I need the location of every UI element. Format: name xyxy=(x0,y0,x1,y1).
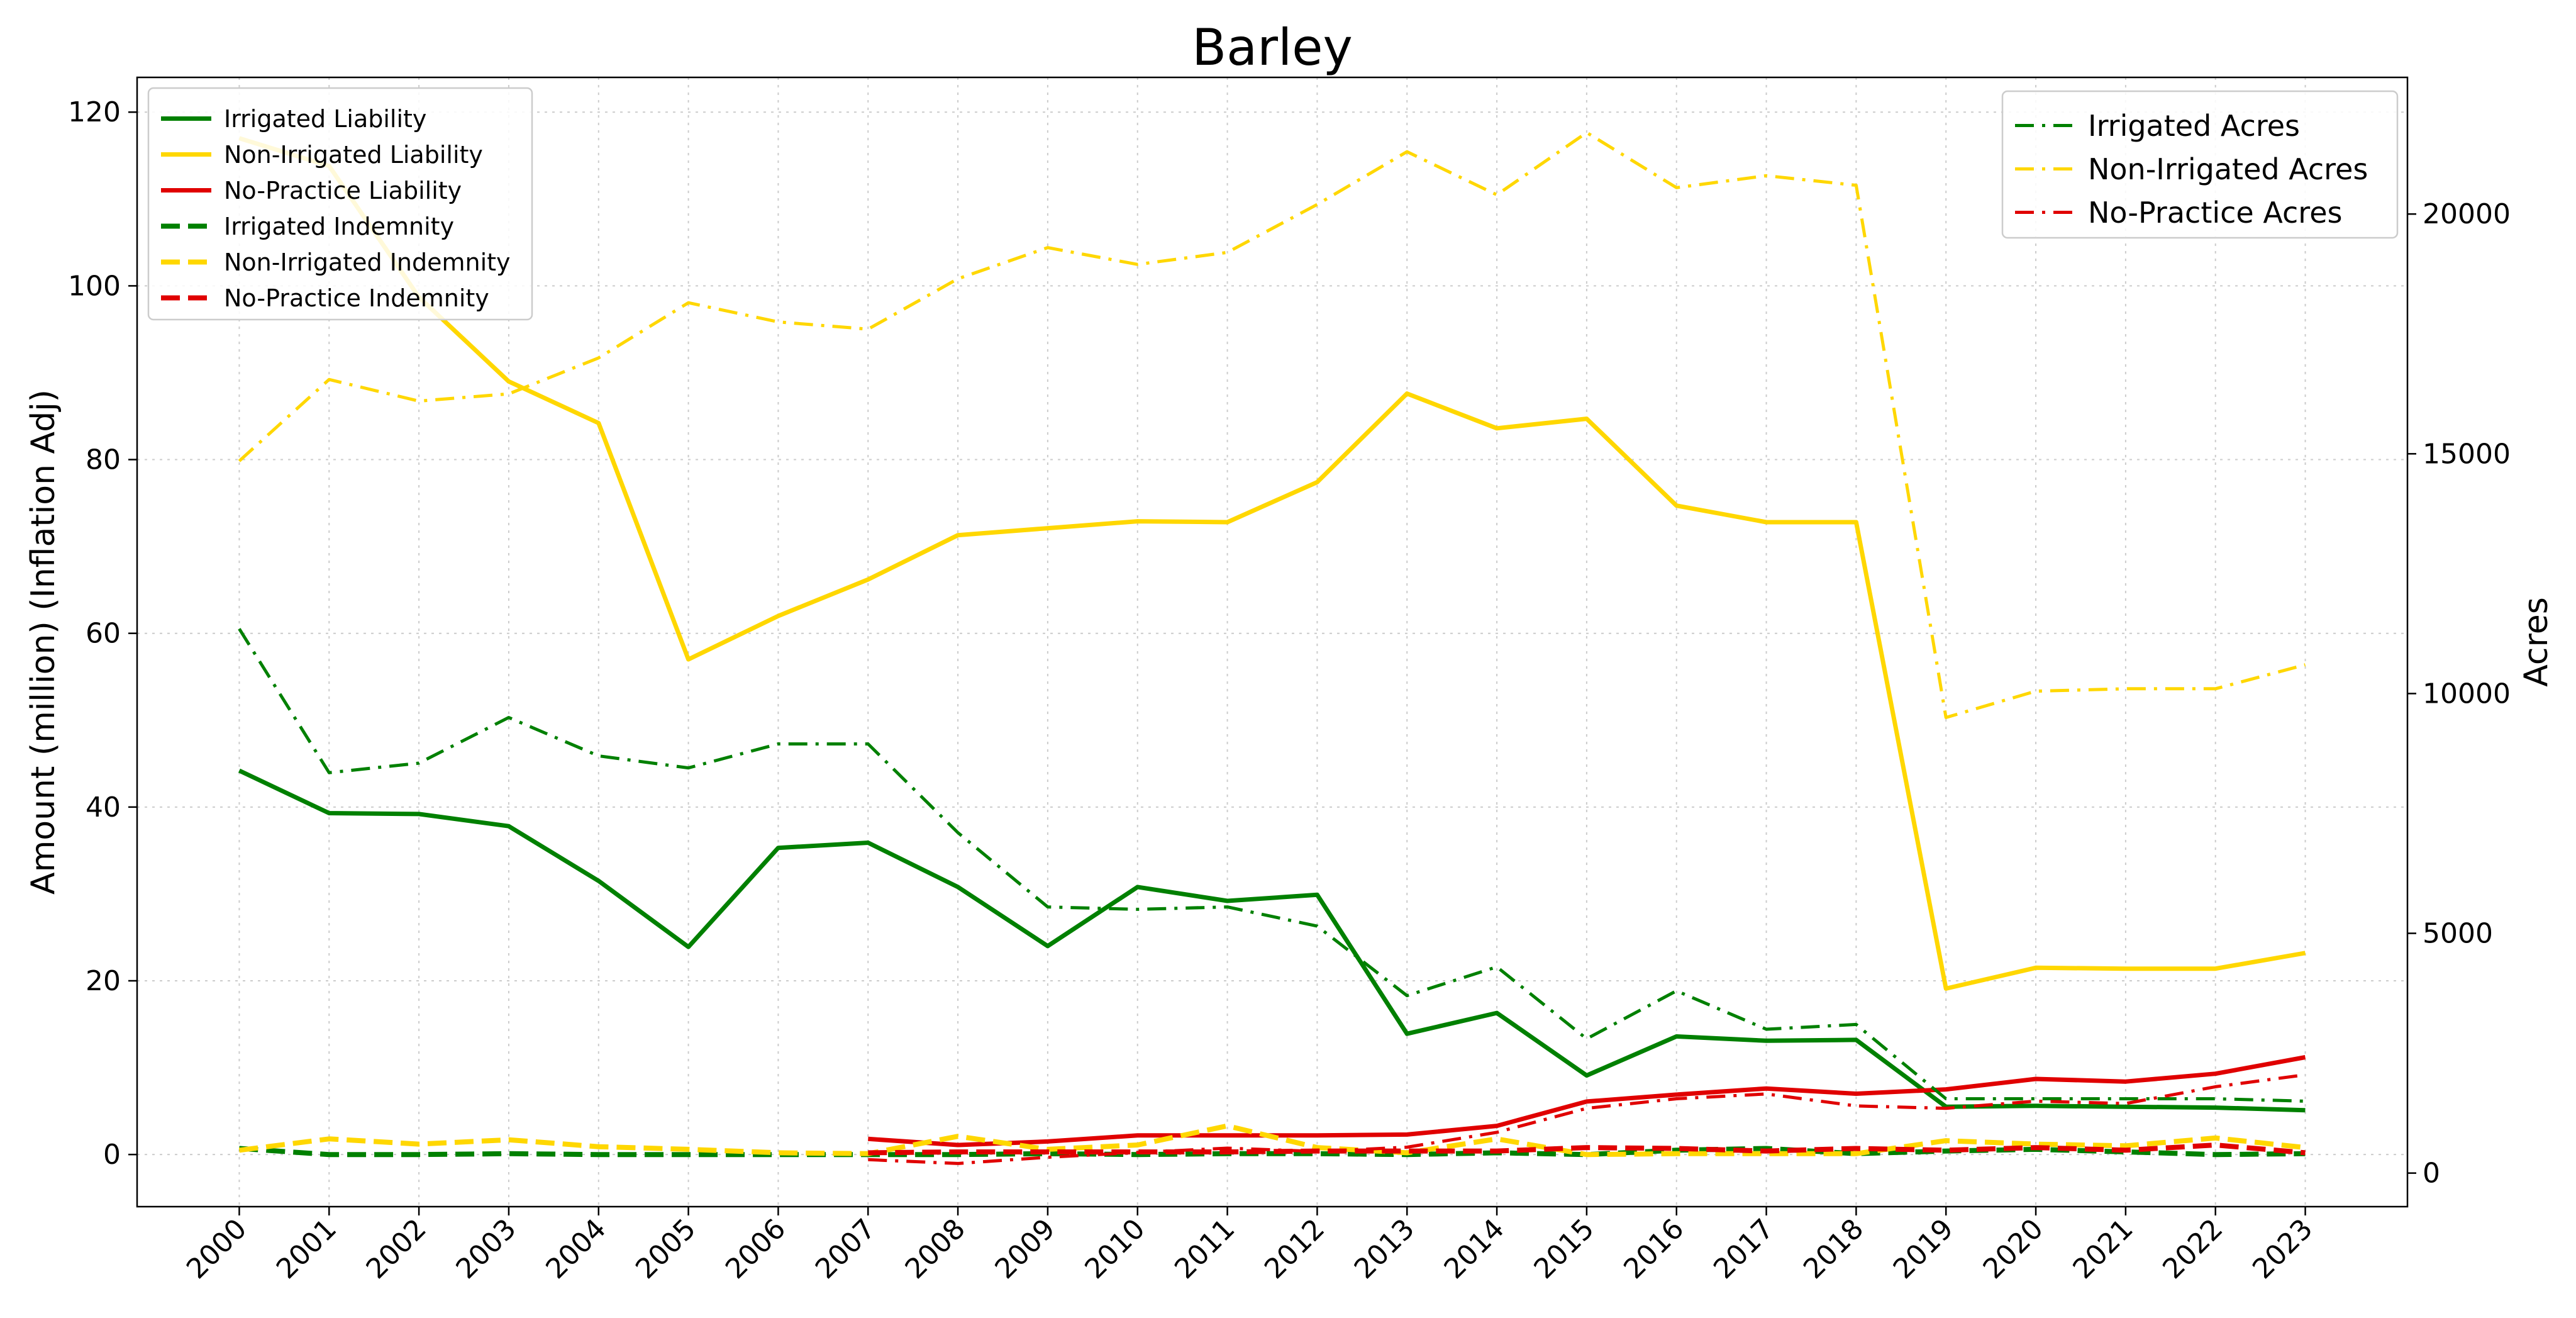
x-tick-label: 2005 xyxy=(630,1213,702,1285)
y2-axis-label: Acres xyxy=(2518,597,2555,687)
x-tick-label: 2016 xyxy=(1618,1213,1690,1285)
series-line-irrigated-acres xyxy=(238,628,2306,1103)
legend-label-irrigated-acres: Irrigated Acres xyxy=(2088,109,2300,143)
legend-label-no-practice-indemnity: No-Practice Indemnity xyxy=(224,284,489,312)
x-tick-label: 2017 xyxy=(1707,1213,1780,1285)
x-tick-label: 2002 xyxy=(360,1213,433,1285)
y2-tick-label: 5000 xyxy=(2423,918,2493,950)
series-line-non-irrigated-acres xyxy=(238,131,2306,719)
legend-label-no-practice-acres: No-Practice Acres xyxy=(2088,196,2342,230)
x-tick-label: 2018 xyxy=(1797,1213,1870,1285)
legend-label-non-irrigated-liability: Non-Irrigated Liability xyxy=(224,141,483,169)
x-tick-label: 2021 xyxy=(2067,1213,2139,1285)
x-tick-label: 2013 xyxy=(1348,1213,1421,1285)
x-tick-label: 2000 xyxy=(180,1213,253,1285)
x-tick-label: 2023 xyxy=(2246,1213,2319,1285)
y-tick-label: 0 xyxy=(103,1139,121,1171)
x-tick-label: 2004 xyxy=(540,1213,612,1285)
y-tick-label: 20 xyxy=(86,965,121,997)
legend-left: Irrigated Liability Non-Irrigated Liabili… xyxy=(147,87,533,321)
legend-label-non-irrigated-indemnity: Non-Irrigated Indemnity xyxy=(224,249,511,276)
chart-title: Barley xyxy=(1192,18,1353,77)
series-line-non-irrigated-indemnity xyxy=(238,1123,2306,1158)
y2-tick-label: 10000 xyxy=(2423,678,2511,710)
y2-tick-label: 20000 xyxy=(2423,198,2511,230)
x-tick-label: 2010 xyxy=(1079,1213,1151,1285)
y-tick-label: 60 xyxy=(86,618,121,650)
x-tick-label: 2006 xyxy=(719,1213,792,1285)
legend-box xyxy=(2001,90,2399,239)
series-line-no-practice-indemnity xyxy=(868,1142,2306,1156)
legend-label-irrigated-liability: Irrigated Liability xyxy=(224,105,426,133)
legend-label-non-irrigated-acres: Non-Irrigated Acres xyxy=(2088,152,2368,186)
x-tick-label: 2019 xyxy=(1887,1213,1960,1285)
legend-right: Irrigated Acres Non-Irrigated Acres No-Pra… xyxy=(2001,90,2399,239)
y2-tick-label: 15000 xyxy=(2423,438,2511,470)
legend-box xyxy=(147,87,533,321)
series-line-irrigated-liability xyxy=(238,768,2306,1113)
y-tick-label: 120 xyxy=(68,96,121,128)
legend-label-no-practice-liability: No-Practice Liability xyxy=(224,177,462,204)
y-tick-label: 40 xyxy=(86,791,121,824)
y-axis-label: Amount (million) (Inflation Adj) xyxy=(25,389,62,895)
x-tick-label: 2008 xyxy=(899,1213,972,1285)
series-line-no-practice-liability xyxy=(868,1055,2306,1148)
x-tick-label: 2011 xyxy=(1169,1213,1241,1285)
series-line-no-practice-acres xyxy=(868,1073,2306,1165)
y-tick-label: 80 xyxy=(86,444,121,476)
x-tick-label: 2007 xyxy=(809,1213,882,1285)
x-tick-label: 2003 xyxy=(450,1213,522,1285)
x-tick-label: 2015 xyxy=(1528,1213,1600,1285)
series-lines xyxy=(238,131,2306,1165)
x-tick-label: 2009 xyxy=(989,1213,1061,1285)
x-tick-label: 2001 xyxy=(270,1213,343,1285)
x-tick-label: 2014 xyxy=(1438,1213,1511,1285)
x-tick-label: 2022 xyxy=(2157,1213,2229,1285)
y-tick-label: 100 xyxy=(68,270,121,302)
series-line-non-irrigated-liability xyxy=(238,136,2306,991)
x-tick-label: 2012 xyxy=(1258,1213,1331,1285)
y2-tick-label: 0 xyxy=(2423,1158,2440,1190)
legend-label-irrigated-indemnity: Irrigated Indemnity xyxy=(224,213,454,240)
x-tick-label: 2020 xyxy=(1977,1213,2050,1285)
plot-frame xyxy=(136,76,2409,1208)
